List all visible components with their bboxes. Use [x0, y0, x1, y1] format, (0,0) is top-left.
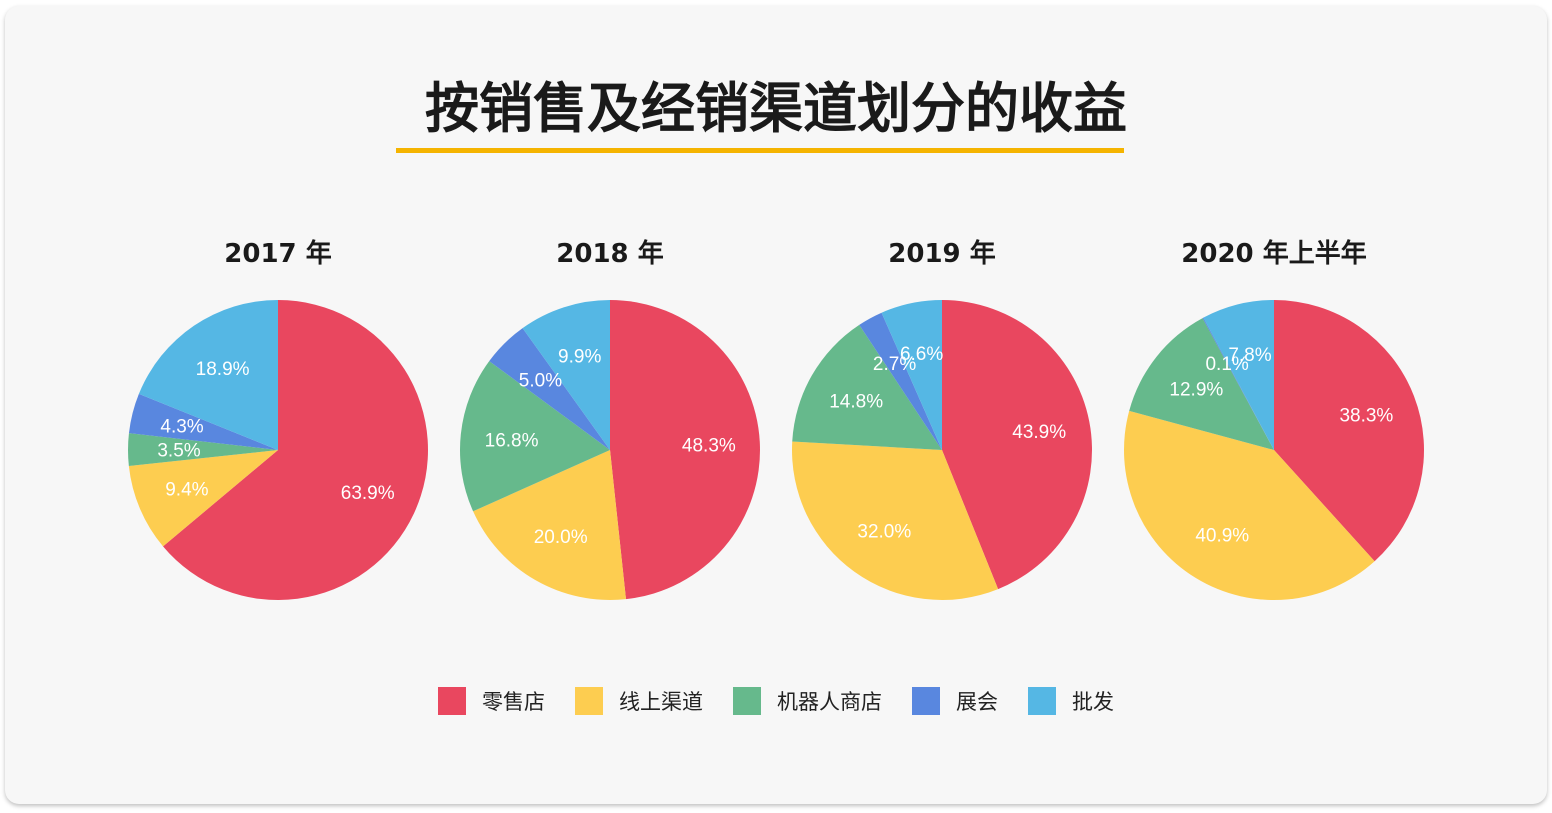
data-label: 40.9%	[1195, 525, 1249, 546]
pie-chart-0: 2017 年 63.9% 9.4% 3.5% 4.3% 18.9%	[128, 238, 428, 600]
data-label: 63.9%	[341, 483, 395, 504]
pie-chart-3: 2020 年上半年 38.3% 40.9% 12.9% 0.1%7.8%	[1124, 238, 1424, 600]
pie-slice[interactable]	[489, 328, 610, 450]
pie-slice[interactable]	[792, 324, 942, 450]
data-label: 32.0%	[857, 521, 911, 542]
pie-title: 2017 年	[224, 238, 331, 269]
pie-title: 2018 年	[556, 238, 663, 269]
legend: 零售店 线上渠道 机器人商店 展会 批发	[0, 686, 1552, 716]
data-label: 14.8%	[829, 392, 883, 413]
pie-slice[interactable]	[1129, 318, 1274, 450]
legend-label: 零售店	[482, 690, 545, 714]
pie-title: 2020 年上半年	[1181, 238, 1366, 269]
data-label: 9.4%	[165, 480, 208, 501]
data-label: 20.0%	[534, 527, 588, 548]
pie-title: 2019 年	[888, 238, 995, 269]
legend-item-retail[interactable]: 零售店	[438, 686, 545, 716]
pie-slice[interactable]	[610, 300, 761, 600]
legend-label: 线上渠道	[619, 690, 703, 714]
legend-item-wholesale[interactable]: 批发	[1028, 686, 1114, 716]
data-label: 18.9%	[196, 359, 250, 380]
pie-slice[interactable]	[791, 441, 999, 600]
data-label: 43.9%	[1012, 422, 1066, 443]
pie-slice[interactable]	[881, 300, 942, 450]
pie-chart-2: 2019 年 43.9% 32.0% 14.8% 2.7%6.6%	[791, 238, 1092, 600]
pie-slice[interactable]	[1124, 410, 1375, 600]
data-label: 38.3%	[1339, 405, 1393, 426]
pie-slice[interactable]	[163, 300, 428, 600]
legend-swatch	[438, 687, 466, 715]
legend-label: 批发	[1072, 690, 1114, 714]
pie-slice[interactable]	[859, 312, 942, 450]
pie-slice[interactable]	[138, 300, 278, 450]
data-label: 0.1%	[1205, 354, 1248, 375]
legend-swatch	[733, 687, 761, 715]
title-underline	[396, 148, 1124, 153]
pie-chart-1: 2018 年 48.3% 20.0% 16.8% 5.0% 9.9%	[460, 238, 761, 600]
legend-item-robot-store[interactable]: 机器人商店	[733, 686, 882, 716]
data-label: 48.3%	[682, 436, 736, 457]
pie-slice[interactable]	[128, 433, 278, 466]
data-label: 16.8%	[485, 430, 539, 451]
pie-slice[interactable]	[473, 450, 626, 600]
data-label: 6.6%	[900, 344, 943, 365]
pie-slice[interactable]	[128, 393, 278, 450]
legend-item-online[interactable]: 线上渠道	[575, 686, 703, 716]
legend-label: 展会	[956, 690, 998, 714]
data-label: 2.7%	[873, 354, 916, 375]
pie-slice[interactable]	[1203, 300, 1274, 450]
legend-label: 机器人商店	[777, 690, 882, 714]
legend-item-exhibition[interactable]: 展会	[912, 686, 998, 716]
chart-title: 按销售及经销渠道划分的收益	[425, 77, 1127, 140]
pie-slice[interactable]	[460, 361, 610, 512]
pie-slice[interactable]	[1274, 300, 1424, 562]
legend-swatch	[1028, 687, 1056, 715]
data-label: 4.3%	[160, 417, 203, 438]
legend-swatch	[912, 687, 940, 715]
data-label: 12.9%	[1169, 380, 1223, 401]
legend-swatch	[575, 687, 603, 715]
pie-slice[interactable]	[942, 300, 1092, 590]
data-label: 7.8%	[1228, 345, 1271, 366]
data-label: 3.5%	[157, 441, 200, 462]
pie-slice[interactable]	[128, 450, 278, 547]
pie-slice[interactable]	[1202, 317, 1274, 450]
pie-slice[interactable]	[522, 300, 610, 450]
data-label: 9.9%	[558, 347, 601, 368]
data-label: 5.0%	[519, 371, 562, 392]
